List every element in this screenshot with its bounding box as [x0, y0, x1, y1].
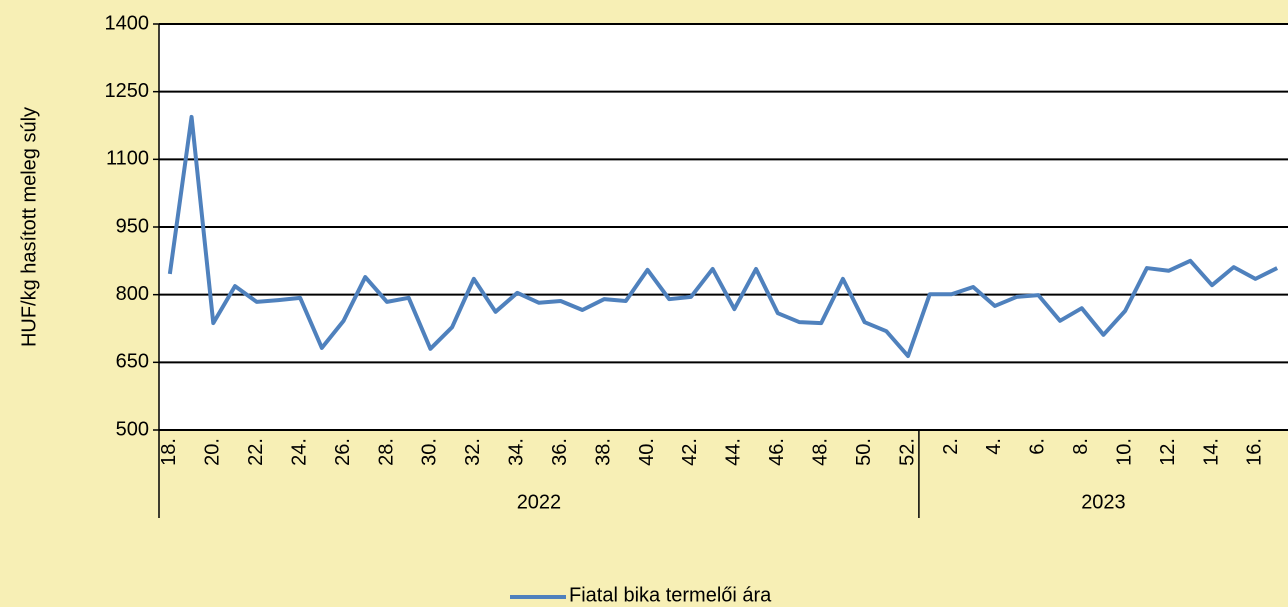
- x-tick-label: 28.: [375, 438, 397, 466]
- series-line: [167, 114, 1279, 359]
- legend-label: Fiatal bika termelői ára: [569, 584, 772, 606]
- x-tick-label: 14.: [1200, 438, 1222, 466]
- x-tick-label: 10.: [1113, 438, 1135, 466]
- x-group-label: 2023: [1081, 491, 1126, 513]
- x-tick-label: 22.: [245, 438, 267, 466]
- x-tick-label: 42.: [679, 438, 701, 466]
- y-tick-label: 800: [116, 283, 149, 305]
- x-tick-label: 26.: [332, 438, 354, 466]
- x-tick-label: 12.: [1157, 438, 1179, 466]
- x-group-label: 2022: [517, 491, 562, 513]
- x-tick-label: 48.: [809, 438, 831, 466]
- x-tick-label: 38.: [592, 438, 614, 466]
- y-tick-label: 1400: [105, 12, 150, 34]
- x-tick-label: 20.: [202, 438, 224, 466]
- x-tick-label: 30.: [419, 438, 441, 466]
- x-tick-label: 4.: [983, 438, 1005, 455]
- y-axis-label: HUF/kg hasított meleg súly: [18, 107, 40, 347]
- y-tick-label: 500: [116, 418, 149, 440]
- x-tick-label: 50.: [853, 438, 875, 466]
- x-tick-label: 8.: [1070, 438, 1092, 455]
- y-tick-label: 950: [116, 215, 149, 237]
- x-tick-label: 16.: [1244, 438, 1266, 466]
- x-tick-label: 36.: [549, 438, 571, 466]
- y-tick-label: 1100: [106, 148, 149, 170]
- x-tick-label: 34.: [506, 438, 528, 466]
- x-tick-label: 52.: [896, 438, 918, 466]
- y-tick-label: 1250: [105, 80, 150, 102]
- x-tick-label: 40.: [636, 438, 658, 466]
- x-tick-label: 46.: [766, 438, 788, 466]
- x-tick-label: 32.: [462, 438, 484, 466]
- y-tick-label: 650: [116, 351, 149, 373]
- x-tick-label: 18.: [158, 438, 180, 466]
- x-tick-label: 2.: [940, 438, 962, 455]
- x-tick-label: 6.: [1027, 438, 1049, 455]
- x-tick-label: 44.: [723, 438, 745, 466]
- x-tick-label: 24.: [288, 438, 310, 466]
